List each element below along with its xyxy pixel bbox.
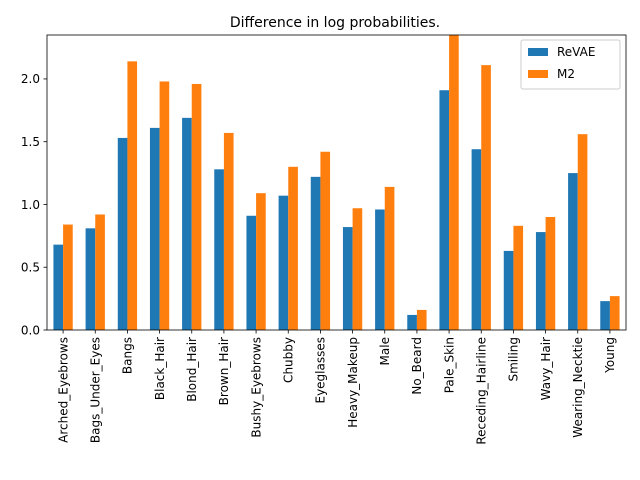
y-tick-label: 1.5 xyxy=(21,135,40,149)
x-tick-label: Pale_Skin xyxy=(442,337,456,393)
bar-revae-bushy-eyebrows xyxy=(246,215,257,330)
bar-revae-pale-skin xyxy=(439,90,450,330)
bar-m2-wavy-hair xyxy=(545,217,556,330)
bar-m2-receding-hairline xyxy=(481,65,491,331)
bar-m2-smiling xyxy=(513,225,524,330)
bar-revae-chubby xyxy=(278,195,289,330)
legend: ReVAE M2 xyxy=(520,39,621,90)
x-tick-label: Bangs xyxy=(121,337,135,374)
bar-m2-bags-under-eyes xyxy=(95,214,105,330)
bars-group xyxy=(53,35,620,331)
x-tick-label: Receding_Hairline xyxy=(475,337,489,445)
x-tick-label: Brown_Hair xyxy=(217,337,231,405)
bar-m2-pale-skin xyxy=(449,35,459,330)
x-tick-label: Arched_Eyebrows xyxy=(56,337,70,443)
y-tick-label: 2.0 xyxy=(21,72,40,86)
legend-swatch-m2 xyxy=(528,70,548,78)
bar-m2-male xyxy=(384,186,395,330)
bar-revae-smiling xyxy=(503,250,514,330)
legend-swatch-revae xyxy=(528,48,548,56)
plot-frame xyxy=(46,34,627,331)
legend-label-revae: ReVAE xyxy=(557,45,595,59)
bar-m2-black-hair xyxy=(159,81,170,330)
y-axis: 0.0 0.5 1.0 1.5 2.0 xyxy=(21,72,47,337)
x-tick-label: Eyeglasses xyxy=(314,337,328,404)
bar-m2-arched-eyebrows xyxy=(63,224,73,330)
bar-m2-bushy-eyebrows xyxy=(256,193,266,330)
bar-revae-bangs xyxy=(117,137,128,330)
bar-revae-brown-hair xyxy=(214,169,224,330)
bar-revae-receding-hairline xyxy=(471,149,482,330)
x-tick-label: Smiling xyxy=(507,337,521,382)
bar-revae-wavy-hair xyxy=(535,232,546,330)
x-tick-label: Wearing_Necktie xyxy=(571,337,585,438)
bar-m2-heavy-makeup xyxy=(352,208,363,330)
x-tick-label: Chubby xyxy=(282,337,296,383)
y-tick-label: 0.5 xyxy=(21,261,40,275)
x-tick-label: Heavy_Makeup xyxy=(346,337,360,428)
y-tick-label: 1.0 xyxy=(21,198,40,212)
x-tick-label: Wavy_Hair xyxy=(539,337,553,400)
x-tick-label: Blond_Hair xyxy=(185,337,199,402)
bar-revae-black-hair xyxy=(149,127,160,330)
bar-revae-male xyxy=(375,209,385,330)
x-tick-label: Bags_Under_Eyes xyxy=(89,337,103,443)
bar-revae-wearing-necktie xyxy=(568,173,578,330)
chart-title: Difference in log probabilities. xyxy=(230,15,440,31)
bar-m2-no-beard xyxy=(416,309,427,330)
legend-label-m2: M2 xyxy=(557,67,575,81)
bar-m2-wearing-necktie xyxy=(577,134,588,330)
x-axis: Arched_Eyebrows Bags_Under_Eyes Bangs Black… xyxy=(56,330,617,445)
bar-revae-bags-under-eyes xyxy=(85,228,96,330)
bar-revae-arched-eyebrows xyxy=(53,244,64,330)
bar-revae-eyeglasses xyxy=(310,176,321,330)
y-tick-label: 0.0 xyxy=(21,323,40,337)
bar-revae-no-beard xyxy=(407,314,417,330)
bar-m2-chubby xyxy=(288,166,298,330)
x-tick-label: Male xyxy=(378,337,392,365)
bar-revae-blond-hair xyxy=(182,117,192,330)
bar-m2-young xyxy=(609,296,620,330)
x-tick-label: Young xyxy=(603,337,617,374)
bar-revae-young xyxy=(600,301,610,330)
bar-m2-blond-hair xyxy=(191,83,202,330)
bar-revae-heavy-makeup xyxy=(342,227,353,330)
x-tick-label: No_Beard xyxy=(410,337,424,395)
x-tick-label: Bushy_Eyebrows xyxy=(249,337,263,438)
bar-m2-eyeglasses xyxy=(320,151,331,330)
x-tick-label: Black_Hair xyxy=(153,337,167,400)
bar-m2-brown-hair xyxy=(223,132,234,330)
bar-m2-bangs xyxy=(127,61,138,331)
